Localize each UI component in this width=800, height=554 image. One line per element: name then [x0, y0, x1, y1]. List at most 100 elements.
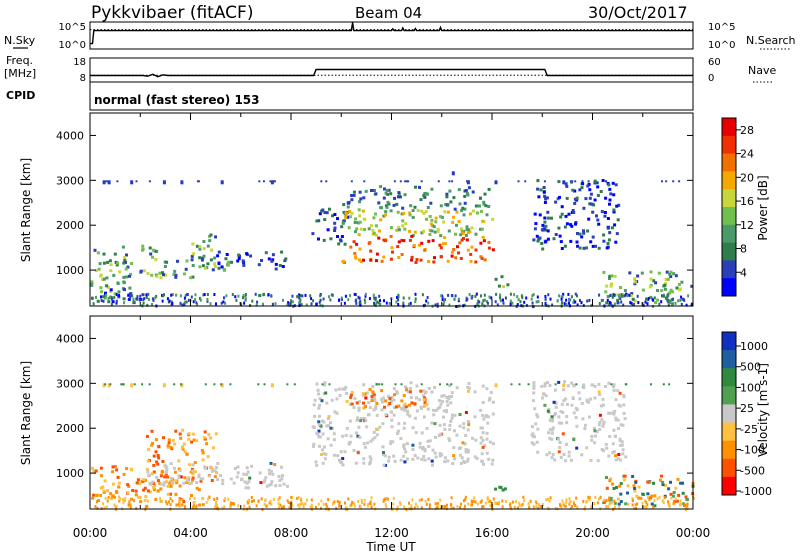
vel-ground-cell	[514, 500, 517, 503]
vel-cell	[381, 400, 384, 404]
vel-cell	[406, 457, 409, 461]
power-ground-cell	[647, 297, 650, 300]
power-ground-cell	[457, 299, 460, 303]
vel-cell	[221, 478, 225, 482]
vel-cell	[245, 481, 249, 485]
power-cell	[582, 229, 585, 233]
vel-cell	[129, 467, 133, 471]
power-cell	[586, 184, 590, 188]
vel-cell	[637, 496, 641, 500]
vel-cell	[364, 396, 368, 400]
power-ground-cell	[288, 301, 291, 305]
vel-cell	[622, 403, 626, 407]
vel-ground-cell	[322, 502, 325, 506]
vel-cell	[161, 460, 165, 463]
power-cell	[446, 259, 450, 263]
power-cell	[608, 277, 611, 280]
vel-cell	[593, 396, 597, 400]
power-ground-cell	[463, 303, 466, 307]
vel-cell	[479, 436, 483, 440]
vel-cell	[491, 400, 495, 404]
vel-cell	[436, 407, 440, 411]
vel-ground-cell	[139, 496, 142, 500]
power-cell	[429, 201, 433, 205]
vel-cell	[459, 461, 463, 465]
power-cell	[357, 233, 361, 237]
power-cell	[153, 249, 157, 253]
vel-cell	[552, 400, 556, 404]
vel-ground-cell	[527, 502, 530, 506]
power-cell	[109, 269, 113, 273]
power-ground-cell	[478, 300, 481, 304]
vel-cell	[631, 475, 635, 478]
vel-cell	[637, 485, 641, 489]
vel-cell	[371, 385, 375, 389]
vel-cell	[560, 402, 564, 406]
vel-cell	[320, 453, 323, 456]
power-cell	[665, 270, 669, 274]
vel-cell	[152, 470, 156, 474]
power-cell	[161, 271, 165, 275]
power-ground-cell	[151, 297, 154, 301]
vel-cell	[269, 461, 273, 465]
vel-cell	[453, 457, 457, 461]
vel-cell	[278, 479, 282, 482]
vel-speck	[220, 383, 223, 386]
vel-cell	[362, 457, 366, 461]
vel-ground-cell	[522, 495, 525, 499]
vel-ground-cell	[610, 500, 613, 504]
power-ground-cell	[563, 302, 566, 306]
power-ground-cell	[115, 301, 118, 305]
power-cell	[217, 266, 221, 270]
vel-cell	[152, 486, 156, 489]
power-ground-cell	[129, 296, 132, 299]
vel-cell	[605, 446, 609, 450]
vel-cell	[325, 424, 329, 428]
vel-cell	[154, 450, 158, 454]
power-ground-cell	[168, 299, 171, 303]
vel-cell	[426, 407, 430, 411]
vel-cell	[339, 450, 343, 454]
vel-cell	[548, 436, 552, 440]
vel-cell	[242, 472, 246, 476]
power-speck	[672, 180, 675, 183]
vel-ground-cell	[667, 500, 669, 504]
vel-ground-cell	[351, 500, 354, 504]
vel-cell	[422, 398, 426, 402]
vel-cell	[561, 410, 565, 414]
vel-cell	[207, 433, 211, 437]
power-ground-cell	[196, 303, 199, 307]
power-speck	[258, 180, 261, 183]
vel-cell	[466, 420, 470, 423]
vel-ground-cell	[489, 499, 492, 503]
vel-cell	[536, 427, 540, 431]
vel-cell	[592, 426, 596, 430]
vel-cell	[615, 486, 618, 489]
vel-ground-cell	[548, 499, 551, 503]
power-ground-cell	[329, 298, 332, 302]
vel-cell	[420, 431, 424, 435]
vel-cell	[551, 419, 554, 423]
vel-ground-cell	[265, 504, 268, 508]
vel-cell	[403, 460, 407, 464]
power-cell	[189, 276, 193, 280]
vel-cell	[382, 451, 385, 454]
vel-cell	[669, 492, 673, 496]
vel-cell	[206, 455, 210, 459]
power-ground-cell	[565, 302, 568, 306]
power-cell	[571, 188, 575, 192]
vel-ground-cell	[370, 505, 373, 509]
power-ground-cell	[100, 295, 102, 299]
power-ground-cell	[170, 300, 173, 304]
vel-cell	[247, 486, 251, 490]
power-ground-cell	[102, 299, 105, 303]
vel-cell	[589, 459, 593, 462]
vel-ground-cell	[605, 499, 608, 503]
power-cell	[543, 220, 547, 224]
power-ground-cell	[450, 294, 453, 298]
vel-cell	[367, 401, 371, 405]
vel-ground-cell	[383, 498, 386, 502]
vel-ground-cell	[319, 506, 322, 510]
power-ground-cell	[184, 294, 187, 297]
power-ground-cell	[414, 300, 417, 304]
